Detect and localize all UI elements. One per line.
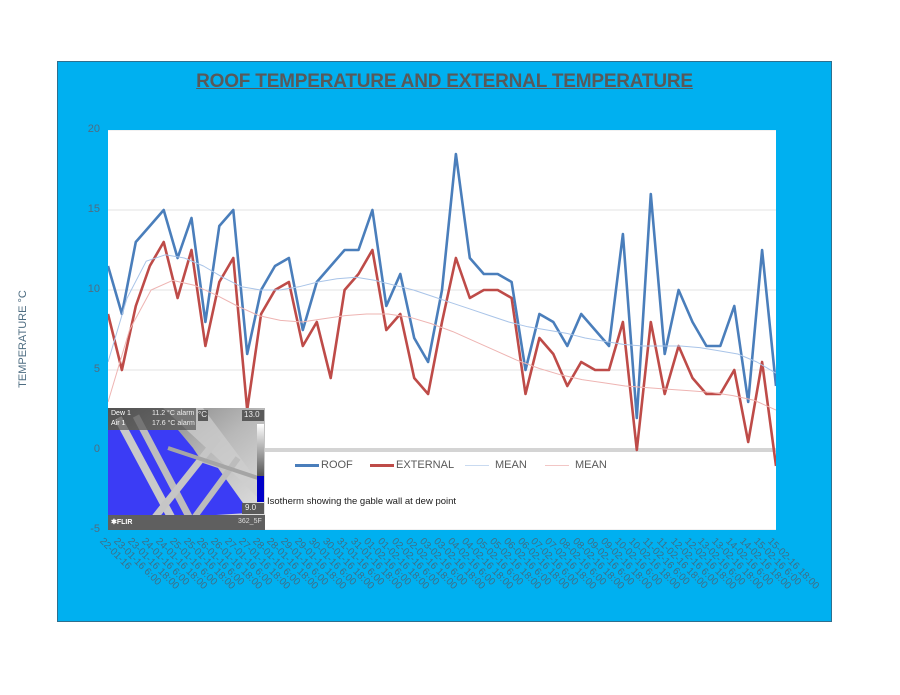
y-tick-label: 5 [93, 363, 100, 375]
y-tick-label: 10 [87, 283, 100, 295]
legend-roof-mean: MEAN [465, 458, 527, 472]
flir-logo: ✱FLIR [111, 519, 133, 526]
y-tick-label: 0 [93, 443, 100, 455]
dew-label: Dew 1 [111, 410, 131, 417]
legend-external: EXTERNAL [370, 458, 454, 472]
air-alarm-value: 17.6 °C alarm [152, 420, 195, 427]
legend-roof-mean-swatch [465, 464, 489, 466]
legend-roof: ROOF [295, 458, 353, 472]
legend-external-swatch [370, 463, 394, 467]
series-line-roof [108, 152, 776, 420]
thermal-image [108, 408, 265, 530]
flir-icon: ✱ [111, 519, 117, 526]
y-tick-label: -5 [90, 523, 100, 535]
legend-roof-swatch [295, 463, 319, 467]
unit-label: °C [198, 410, 207, 419]
series-line-external [108, 240, 776, 467]
air-label: Air 1 [111, 420, 126, 427]
scale-min: 9.0 [245, 503, 257, 512]
inset-caption: Isotherm showing the gable wall at dew p… [267, 496, 457, 507]
y-tick-label: 15 [87, 203, 100, 215]
legend-external-mean-swatch [545, 464, 569, 466]
dew-alarm-value: 11.2 °C alarm [152, 410, 195, 417]
series-line-mean [108, 254, 776, 374]
y-axis-label: TEMPERATURE °C [17, 290, 29, 388]
scale-max: 13.0 [244, 410, 260, 419]
corner-tag: 362_5F [238, 518, 262, 525]
series-line-mean [108, 279, 776, 411]
legend-external-mean: MEAN [545, 458, 607, 472]
thermal-image-inset: Dew 1 Air 1 11.2 °C alarm 17.6 °C alarm … [108, 408, 265, 530]
y-tick-label: 20 [87, 123, 100, 135]
chart-title: ROOF TEMPERATURE AND EXTERNAL TEMPERATUR… [196, 71, 693, 92]
